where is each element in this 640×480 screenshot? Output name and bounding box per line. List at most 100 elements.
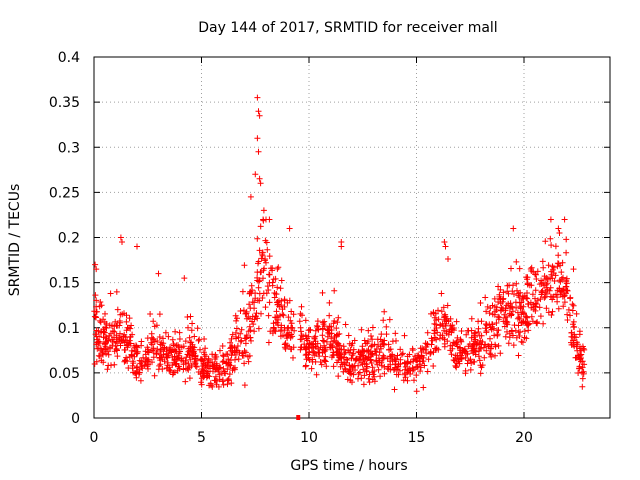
data-point <box>381 364 388 370</box>
data-point <box>217 347 223 354</box>
data-point <box>262 256 269 262</box>
data-point <box>529 291 536 298</box>
data-point <box>398 351 405 358</box>
data-point <box>274 319 281 326</box>
data-point <box>186 334 193 341</box>
data-point <box>247 334 254 341</box>
data-point <box>477 300 484 306</box>
data-point <box>102 310 108 317</box>
data-point <box>539 287 546 294</box>
data-point <box>103 333 109 340</box>
data-point <box>155 270 162 277</box>
data-point <box>523 335 530 342</box>
data-point <box>137 377 144 384</box>
data-point <box>93 266 100 273</box>
data-point <box>278 322 285 329</box>
data-point <box>406 351 413 358</box>
data-point <box>545 262 552 269</box>
data-point <box>547 235 554 242</box>
data-point <box>487 351 494 358</box>
data-point <box>185 324 191 331</box>
data-point <box>475 348 482 354</box>
data-point <box>200 368 207 375</box>
data-point <box>195 337 202 344</box>
data-point <box>576 365 583 372</box>
data-point <box>521 310 527 317</box>
data-point <box>352 356 359 363</box>
data-point <box>109 322 115 329</box>
data-point <box>348 355 355 362</box>
data-point <box>515 352 522 359</box>
data-point <box>297 324 304 331</box>
data-point <box>365 354 372 361</box>
data-point <box>229 331 236 338</box>
data-point <box>320 338 327 345</box>
data-point <box>112 343 119 349</box>
data-point <box>471 330 478 337</box>
data-point <box>497 307 504 314</box>
data-point <box>139 365 146 372</box>
data-point <box>103 325 110 331</box>
data-point <box>121 339 128 346</box>
data-point <box>369 336 376 343</box>
data-point <box>113 345 120 352</box>
data-point <box>266 299 273 306</box>
data-point <box>105 351 112 358</box>
data-point <box>409 347 416 354</box>
data-point <box>172 328 179 335</box>
data-point <box>376 359 383 366</box>
data-point <box>195 369 202 375</box>
data-point <box>200 373 207 380</box>
data-point <box>279 306 286 313</box>
data-point <box>458 328 465 334</box>
data-point <box>545 309 552 316</box>
data-point <box>176 336 183 342</box>
data-point <box>481 354 488 361</box>
data-point <box>121 347 128 353</box>
data-point <box>297 336 304 343</box>
data-point <box>500 295 507 302</box>
data-point <box>520 319 526 326</box>
data-point <box>435 316 442 323</box>
data-point <box>330 338 337 345</box>
data-point <box>356 369 363 376</box>
data-point <box>239 288 246 295</box>
data-point <box>246 290 253 297</box>
data-point <box>279 311 286 318</box>
data-point <box>437 321 444 328</box>
data-point <box>245 358 252 365</box>
data-point <box>182 378 189 385</box>
data-point <box>148 347 155 354</box>
data-point <box>492 341 499 348</box>
data-point <box>560 303 567 310</box>
y-tick-label: 0.25 <box>49 185 80 201</box>
data-point <box>563 290 569 297</box>
data-point <box>358 359 365 366</box>
data-point <box>483 308 490 315</box>
data-point <box>506 282 513 289</box>
data-point <box>290 354 296 361</box>
data-point <box>504 321 511 328</box>
data-point <box>581 346 588 353</box>
data-point <box>276 297 282 304</box>
data-point <box>107 290 114 297</box>
data-point <box>561 216 568 223</box>
data-point <box>513 280 520 287</box>
data-point <box>453 360 460 366</box>
data-point <box>178 357 185 364</box>
data-point <box>254 94 261 101</box>
data-point <box>224 351 231 358</box>
data-point <box>549 275 556 282</box>
data-point <box>156 355 163 362</box>
data-point <box>182 359 189 366</box>
data-point <box>233 333 239 340</box>
data-point <box>483 328 490 334</box>
data-point <box>470 358 477 365</box>
data-point <box>453 318 460 325</box>
data-point <box>493 320 500 326</box>
data-point <box>497 286 504 293</box>
data-point <box>326 299 333 306</box>
data-point <box>193 363 200 370</box>
data-point <box>576 331 583 338</box>
data-point <box>124 344 131 351</box>
